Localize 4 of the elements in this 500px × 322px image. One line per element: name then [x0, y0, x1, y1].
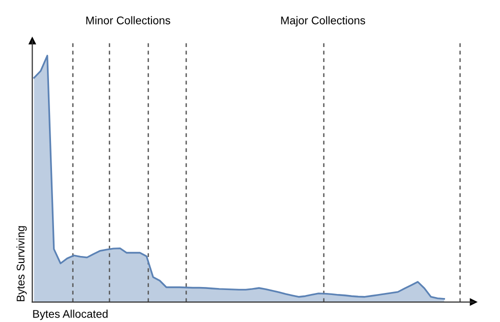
- x-axis-title: Bytes Allocated: [33, 310, 108, 320]
- y-axis-title: Bytes Surviving: [16, 226, 27, 302]
- text: Minor Collections: [86, 16, 170, 24]
- text: Major Collections: [281, 16, 366, 27]
